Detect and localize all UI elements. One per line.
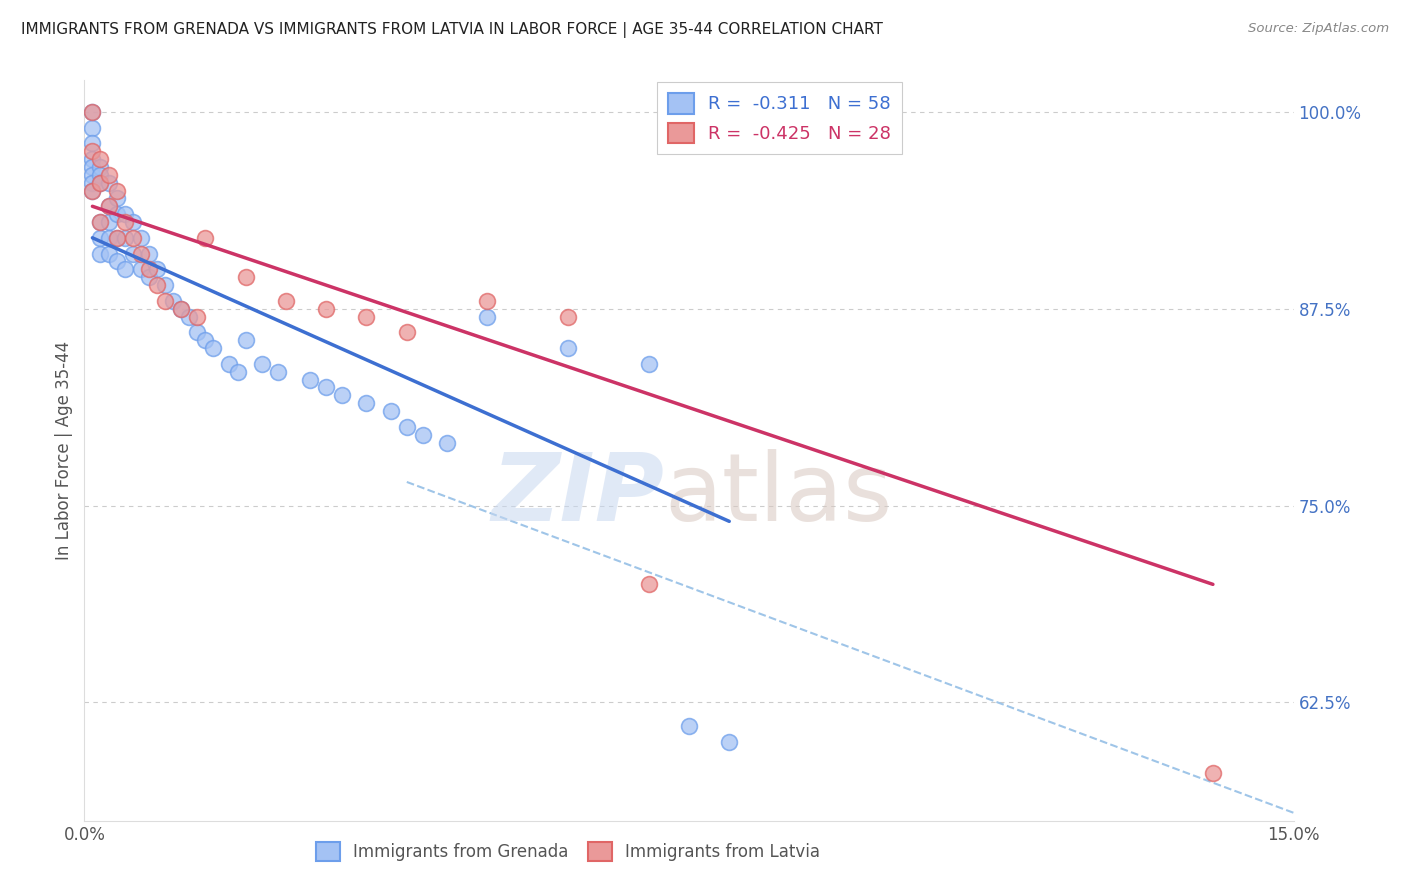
Point [129, 262, 152, 277]
Point [82, 184, 104, 198]
Point [97, 215, 120, 229]
Point [412, 427, 434, 442]
Point [89, 152, 111, 166]
Point [153, 278, 176, 293]
Point [97, 231, 120, 245]
Point [82, 120, 104, 135]
Point [105, 184, 128, 198]
Point [105, 231, 128, 245]
Point [274, 293, 297, 308]
Point [82, 104, 104, 119]
Point [89, 246, 111, 260]
Point [89, 215, 111, 229]
Point [557, 310, 579, 324]
Point [315, 380, 337, 394]
Point [121, 246, 143, 260]
Point [105, 207, 128, 221]
Point [129, 231, 152, 245]
Point [235, 333, 257, 347]
Point [89, 176, 111, 190]
Point [138, 246, 160, 260]
Point [315, 301, 337, 316]
Point [114, 215, 136, 229]
Point [89, 168, 111, 182]
Point [250, 357, 273, 371]
Point [153, 293, 176, 308]
Point [89, 215, 111, 229]
Point [356, 396, 378, 410]
Point [194, 231, 217, 245]
Point [97, 168, 120, 182]
Point [89, 160, 111, 174]
Point [678, 719, 700, 733]
Point [637, 577, 659, 591]
Text: ZIP: ZIP [492, 449, 665, 541]
Point [380, 404, 402, 418]
Point [1202, 766, 1225, 780]
Point [97, 199, 120, 213]
Point [218, 357, 240, 371]
Point [299, 373, 322, 387]
Point [557, 341, 579, 355]
Y-axis label: In Labor Force | Age 35-44: In Labor Force | Age 35-44 [55, 341, 73, 560]
Point [121, 215, 143, 229]
Point [97, 176, 120, 190]
Point [114, 231, 136, 245]
Text: atlas: atlas [665, 449, 893, 541]
Point [82, 152, 104, 166]
Point [267, 365, 290, 379]
Point [170, 301, 193, 316]
Point [105, 231, 128, 245]
Point [146, 262, 169, 277]
Point [89, 176, 111, 190]
Point [129, 246, 152, 260]
Point [146, 278, 169, 293]
Point [170, 301, 193, 316]
Point [202, 341, 225, 355]
Point [82, 168, 104, 182]
Point [637, 357, 659, 371]
Point [186, 310, 208, 324]
Point [179, 310, 201, 324]
Point [718, 735, 741, 749]
Point [356, 310, 378, 324]
Point [162, 293, 184, 308]
Point [82, 104, 104, 119]
Point [97, 199, 120, 213]
Point [105, 191, 128, 205]
Point [105, 254, 128, 268]
Point [235, 270, 257, 285]
Point [82, 160, 104, 174]
Point [194, 333, 217, 347]
Point [330, 388, 353, 402]
Text: IMMIGRANTS FROM GRENADA VS IMMIGRANTS FROM LATVIA IN LABOR FORCE | AGE 35-44 COR: IMMIGRANTS FROM GRENADA VS IMMIGRANTS FR… [21, 22, 883, 38]
Point [82, 144, 104, 158]
Legend: Immigrants from Grenada, Immigrants from Latvia: Immigrants from Grenada, Immigrants from… [309, 835, 827, 868]
Point [82, 136, 104, 151]
Point [114, 207, 136, 221]
Point [395, 326, 418, 340]
Point [82, 184, 104, 198]
Point [138, 262, 160, 277]
Point [82, 176, 104, 190]
Point [226, 365, 249, 379]
Point [186, 326, 208, 340]
Point [114, 262, 136, 277]
Text: Source: ZipAtlas.com: Source: ZipAtlas.com [1249, 22, 1389, 36]
Point [97, 246, 120, 260]
Point [477, 310, 499, 324]
Point [138, 270, 160, 285]
Point [395, 420, 418, 434]
Point [477, 293, 499, 308]
Point [89, 231, 111, 245]
Point [436, 435, 458, 450]
Point [121, 231, 143, 245]
